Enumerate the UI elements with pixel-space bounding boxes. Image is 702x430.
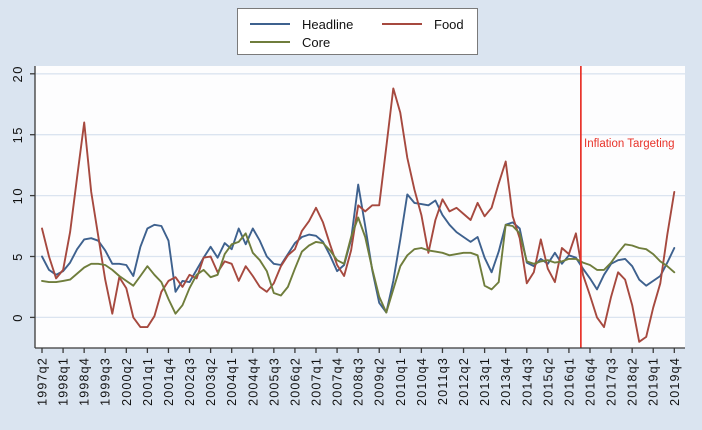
x-tick-label: 2004q4 (246, 357, 260, 406)
x-tick-label: 2014q3 (520, 357, 534, 406)
legend-item-food: Food (382, 18, 465, 31)
legend: Headline Food Core (237, 8, 478, 55)
x-tick-label: 2007q1 (309, 357, 323, 406)
x-tick-label: 1999q3 (99, 357, 113, 406)
legend-label: Headline (302, 16, 354, 32)
y-tick-label: 5 (10, 252, 25, 261)
legend-swatch-core (250, 41, 290, 43)
series-line-headline (41, 183, 676, 314)
x-tick-label: 2011q3 (436, 357, 450, 405)
x-tick-label: 2001q1 (141, 357, 155, 406)
x-tick-label: 2009q2 (373, 357, 387, 406)
x-tick-label: 2013q1 (478, 357, 492, 406)
x-tick-label: 2002q3 (183, 357, 197, 406)
x-tick-label: 1997q2 (36, 357, 50, 406)
y-tick-label: 20 (10, 65, 25, 82)
x-tick-label: 2019q4 (668, 357, 682, 406)
series-line-core (41, 216, 676, 315)
x-tick-label: 2010q4 (415, 357, 429, 406)
x-tick-label: 2013q4 (499, 357, 513, 406)
x-tick-label: 2018q2 (626, 357, 640, 406)
legend-label: Core (302, 34, 331, 50)
legend-item-headline: Headline (250, 18, 382, 31)
x-tick-label: 2016q4 (583, 357, 597, 406)
x-tick-label: 2012q2 (457, 357, 471, 406)
x-tick-label: 2007q4 (331, 357, 345, 406)
x-tick-label: 2005q3 (267, 357, 281, 406)
series-line-food (41, 87, 676, 343)
x-tick-label: 2016q1 (562, 357, 576, 406)
legend-label: Food (434, 16, 464, 32)
x-tick-label: 2000q2 (120, 357, 134, 406)
legend-swatch-headline (250, 23, 290, 25)
x-tick-label: 2003q2 (204, 357, 218, 406)
legend-item-core: Core (250, 36, 382, 49)
y-tick-label: 10 (10, 187, 25, 204)
legend-swatch-food (382, 23, 422, 25)
x-tick-label: 2015q2 (541, 357, 555, 406)
x-tick-label: 2008q3 (352, 357, 366, 406)
y-tick-label: 0 (10, 313, 25, 322)
x-tick-label: 2004q1 (225, 357, 239, 406)
x-tick-label: 2001q4 (162, 357, 176, 406)
x-tick-label: 1998q1 (57, 357, 71, 406)
inflation-targeting-annotation: Inflation Targeting (584, 138, 675, 150)
x-tick-label: 1998q4 (78, 357, 92, 406)
x-tick-label: 2010q1 (394, 357, 408, 406)
x-tick-label: 2019q1 (647, 357, 661, 406)
x-tick-label: 2006q2 (288, 357, 302, 406)
x-tick-label: 2017q3 (605, 357, 619, 406)
y-tick-label: 15 (10, 126, 25, 143)
